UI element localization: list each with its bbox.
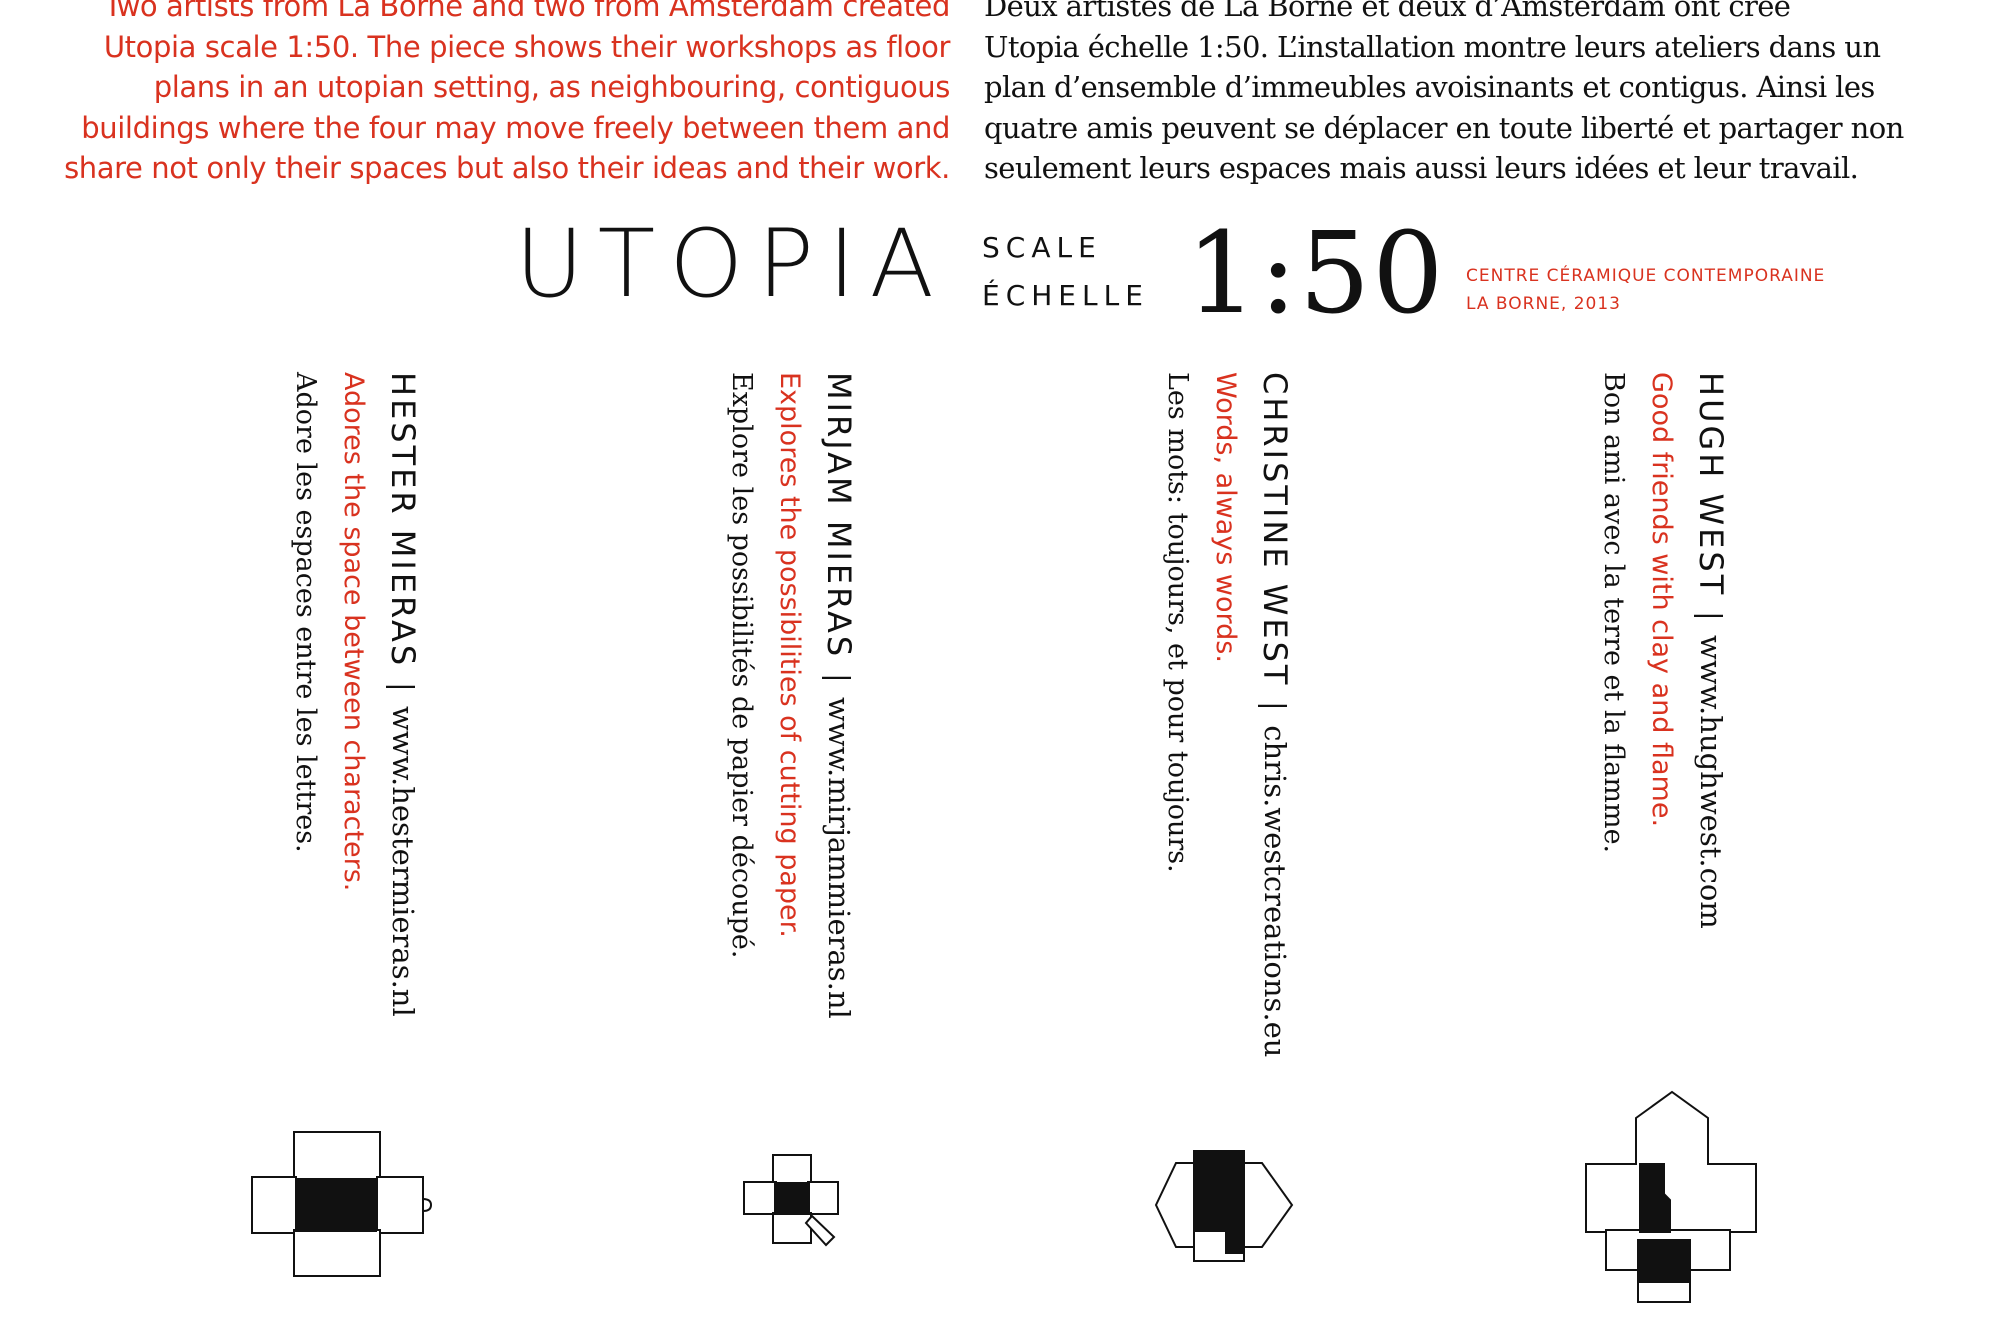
intro-french-line: quatre amis peuvent se déplacer en toute…	[984, 110, 1904, 145]
artist-website-link[interactable]: chris.westcreations.eu	[1258, 725, 1292, 1058]
name-separator: |	[1258, 701, 1292, 712]
artist-tagline-fr: Explore les possibilités de papier décou…	[726, 372, 757, 959]
artist-name-line: CHRISTINE WEST | chris.westcreations.eu	[1256, 372, 1294, 1057]
artist-website-link[interactable]: www.hestermieras.nl	[386, 705, 420, 1017]
intro-french-line: plan d’ensemble d’immeubles avoisinants …	[984, 70, 1875, 104]
intro-french-line: seulement leurs espaces mais aussi leurs…	[984, 151, 1859, 185]
artist-website-link[interactable]: www.hughwest.com	[1694, 635, 1728, 929]
intro-english-line: buildings where the four may move freely…	[81, 110, 950, 145]
artist-tagline-en: Explores the possibilities of cutting pa…	[774, 372, 805, 938]
name-separator: |	[1694, 611, 1728, 622]
artist-hugh-west: HUGH WEST | www.hughwest.com Good friends …	[1596, 372, 1746, 1132]
artist-mirjam-mieras: MIRJAM MIERAS | www.mirjammieras.nl Explor…	[724, 372, 874, 1132]
artist-website-link[interactable]: www.mirjammieras.nl	[822, 697, 856, 1019]
echelle-label: ÉCHELLE	[982, 279, 1149, 312]
artist-tagline-fr: Adore les espaces entre les lettres.	[290, 372, 321, 853]
intro-english: Two artists from La Borne and two from A…	[40, 0, 950, 189]
intro-english-line: share not only their spaces but also the…	[64, 151, 950, 185]
artist-tagline-en: Words, always words.	[1210, 372, 1241, 663]
name-separator: |	[822, 673, 856, 684]
artist-name: CHRISTINE WEST	[1256, 372, 1294, 688]
page-title: UTOPIA	[515, 210, 948, 319]
intro-english-line: Two artists from La Borne and two from A…	[104, 0, 950, 23]
floor-plan-mirjam-icon	[742, 1153, 846, 1253]
scale-ratio: 1:50	[1186, 209, 1446, 339]
intro-french-line: Utopia échelle 1:50. L’installation mont…	[984, 29, 1881, 64]
venue-name: CENTRE CÉRAMIQUE CONTEMPORAINE	[1466, 266, 1826, 286]
artist-tagline-en: Good friends with clay and flame.	[1646, 372, 1677, 828]
name-separator: |	[386, 682, 420, 692]
venue-place-year: LA BORNE, 2013	[1466, 294, 1621, 314]
artist-tagline-en: Adores the space between characters.	[338, 372, 369, 892]
artist-name: MIRJAM MIERAS	[820, 372, 858, 660]
intro-english-line: plans in an utopian setting, as neighbou…	[153, 70, 951, 104]
floor-plan-hester-icon	[250, 1130, 436, 1278]
intro-english-line: Utopia scale 1:50. The piece shows their…	[103, 29, 951, 64]
venue-info: CENTRE CÉRAMIQUE CONTEMPORAINE LA BORNE,…	[1466, 262, 1825, 318]
artist-name-line: MIRJAM MIERAS | www.mirjammieras.nl	[820, 372, 858, 1019]
artist-name-line: HUGH WEST | www.hughwest.com	[1692, 372, 1730, 929]
artist-hester-mieras: HESTER MIERAS | www.hestermieras.nl Adores…	[288, 372, 438, 1132]
scale-label: SCALE	[982, 231, 1102, 264]
artist-name-line: HESTER MIERAS | www.hestermieras.nl	[384, 372, 422, 1017]
artist-name: HESTER MIERAS	[384, 372, 422, 669]
artist-tagline-fr: Les mots: toujours, et pour toujours.	[1162, 372, 1193, 873]
floor-plan-christine-icon	[1154, 1145, 1296, 1263]
floor-plan-hugh-icon	[1584, 1090, 1762, 1304]
artist-tagline-fr: Bon ami avec la terre et la flamme.	[1598, 372, 1629, 854]
intro-french-line: Deux artistes de La Borne et deux d’Amst…	[984, 0, 1791, 23]
artist-name: HUGH WEST	[1692, 372, 1730, 598]
intro-french: Deux artistes de La Borne et deux d’Amst…	[984, 0, 1944, 189]
artist-christine-west: CHRISTINE WEST | chris.westcreations.eu Wo…	[1160, 372, 1310, 1132]
